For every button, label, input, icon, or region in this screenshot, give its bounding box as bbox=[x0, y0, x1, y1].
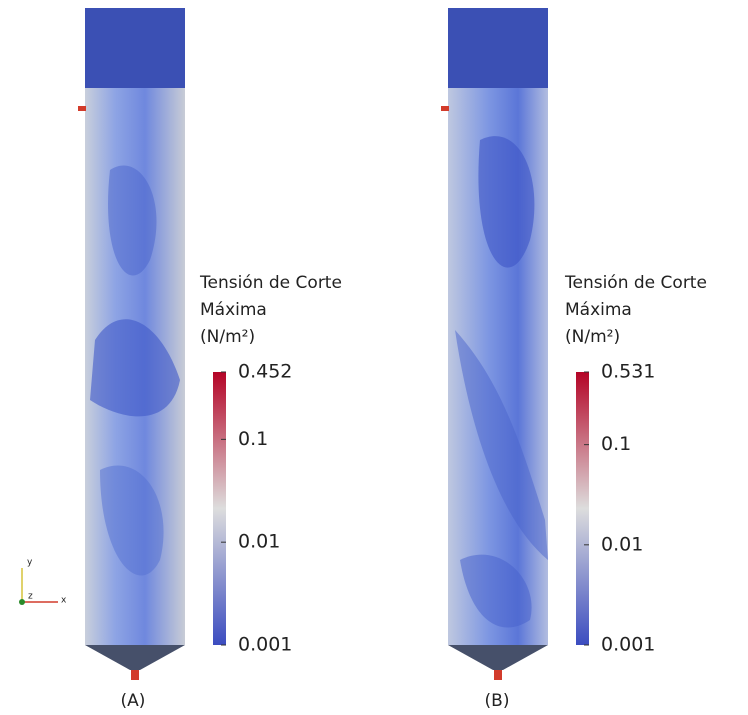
outlet bbox=[131, 670, 139, 680]
top-cap bbox=[85, 8, 185, 88]
tick-label: 0.452 bbox=[238, 361, 292, 383]
outlet bbox=[494, 670, 502, 680]
colorbar-title: (N/m²) bbox=[565, 327, 620, 347]
figure: (A) y z x (B) Tensión de Corte Máxima (N/m… bbox=[0, 0, 748, 715]
column-a: (A) y z x bbox=[19, 8, 185, 711]
colorbar bbox=[576, 372, 589, 645]
colorbar-title: (N/m²) bbox=[200, 327, 255, 347]
colorbar-title: Máxima bbox=[200, 300, 267, 320]
inlet bbox=[441, 106, 449, 111]
cone bbox=[448, 645, 548, 670]
panel-label: (B) bbox=[485, 691, 510, 711]
inlet bbox=[78, 106, 86, 111]
tick-label: 0.1 bbox=[601, 433, 631, 455]
triad-z-label: z bbox=[28, 592, 33, 602]
tick-label: 0.01 bbox=[238, 531, 280, 553]
cone bbox=[85, 645, 185, 670]
triad-x-label: x bbox=[61, 596, 67, 606]
colorbar-title: Tensión de Corte bbox=[199, 273, 342, 293]
triad-y-label: y bbox=[27, 558, 33, 568]
panel-label: (A) bbox=[121, 691, 146, 711]
axis-triad: y z x bbox=[19, 558, 67, 606]
tick-label: 0.1 bbox=[238, 428, 268, 450]
tick-label: 0.001 bbox=[601, 634, 655, 656]
colorbar-title: Máxima bbox=[565, 300, 632, 320]
column-b: (B) bbox=[441, 8, 548, 711]
tick-label: 0.001 bbox=[238, 634, 292, 656]
tick-label: 0.531 bbox=[601, 361, 655, 383]
colorbar bbox=[213, 372, 226, 645]
triad-z bbox=[19, 599, 25, 605]
colorbar-title: Tensión de Corte bbox=[564, 273, 707, 293]
top-cap bbox=[448, 8, 548, 88]
tick-label: 0.01 bbox=[601, 533, 643, 555]
